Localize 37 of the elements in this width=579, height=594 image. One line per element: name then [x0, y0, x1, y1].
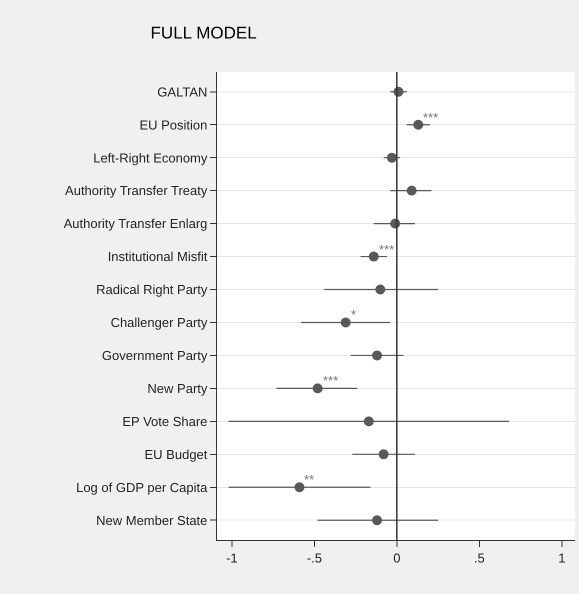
- annotation: *: [351, 307, 356, 322]
- point: [375, 284, 386, 295]
- point: [340, 317, 351, 328]
- point: [312, 383, 323, 394]
- y-tick-label: EU Position: [139, 117, 208, 132]
- x-tick-label: .5: [474, 550, 485, 566]
- point: [294, 482, 304, 492]
- y-tick-label: New Party: [147, 380, 208, 396]
- point: [372, 350, 382, 360]
- y-tick-label: EP Vote Share: [122, 414, 208, 429]
- point: [378, 449, 389, 460]
- y-tick-label: GALTAN: [157, 84, 208, 100]
- y-tick-label: New Member State: [96, 512, 208, 528]
- annotation: ***: [423, 110, 438, 125]
- annotation: **: [304, 472, 314, 487]
- y-tick-label: Authority Transfer Enlarg: [64, 216, 208, 232]
- y-tick-label: Authority Transfer Treaty: [65, 183, 208, 198]
- y-tick-label: Institutional Misfit: [108, 249, 208, 264]
- point: [413, 120, 424, 130]
- y-tick-label: Left-Right Economy: [93, 150, 208, 166]
- x-tick-label: -1: [226, 550, 238, 566]
- y-tick-label: Radical Right Party: [96, 282, 208, 298]
- point: [368, 252, 379, 262]
- annotation: ***: [323, 373, 338, 388]
- y-tick-label: Challenger Party: [110, 315, 208, 330]
- y-tick-label: Government Party: [102, 348, 208, 363]
- x-tick-label: 0: [393, 550, 400, 566]
- x-tick-label: -.5: [306, 550, 322, 566]
- annotation: ***: [379, 242, 394, 257]
- y-tick-label: EU Budget: [144, 446, 208, 462]
- x-tick-label: 1: [558, 550, 566, 566]
- point: [406, 186, 417, 196]
- point: [364, 416, 374, 426]
- y-tick-label: Log of GDP per Capita: [76, 480, 208, 495]
- chart-title: FULL MODEL: [150, 24, 257, 43]
- point: [386, 152, 397, 163]
- point: [372, 515, 382, 526]
